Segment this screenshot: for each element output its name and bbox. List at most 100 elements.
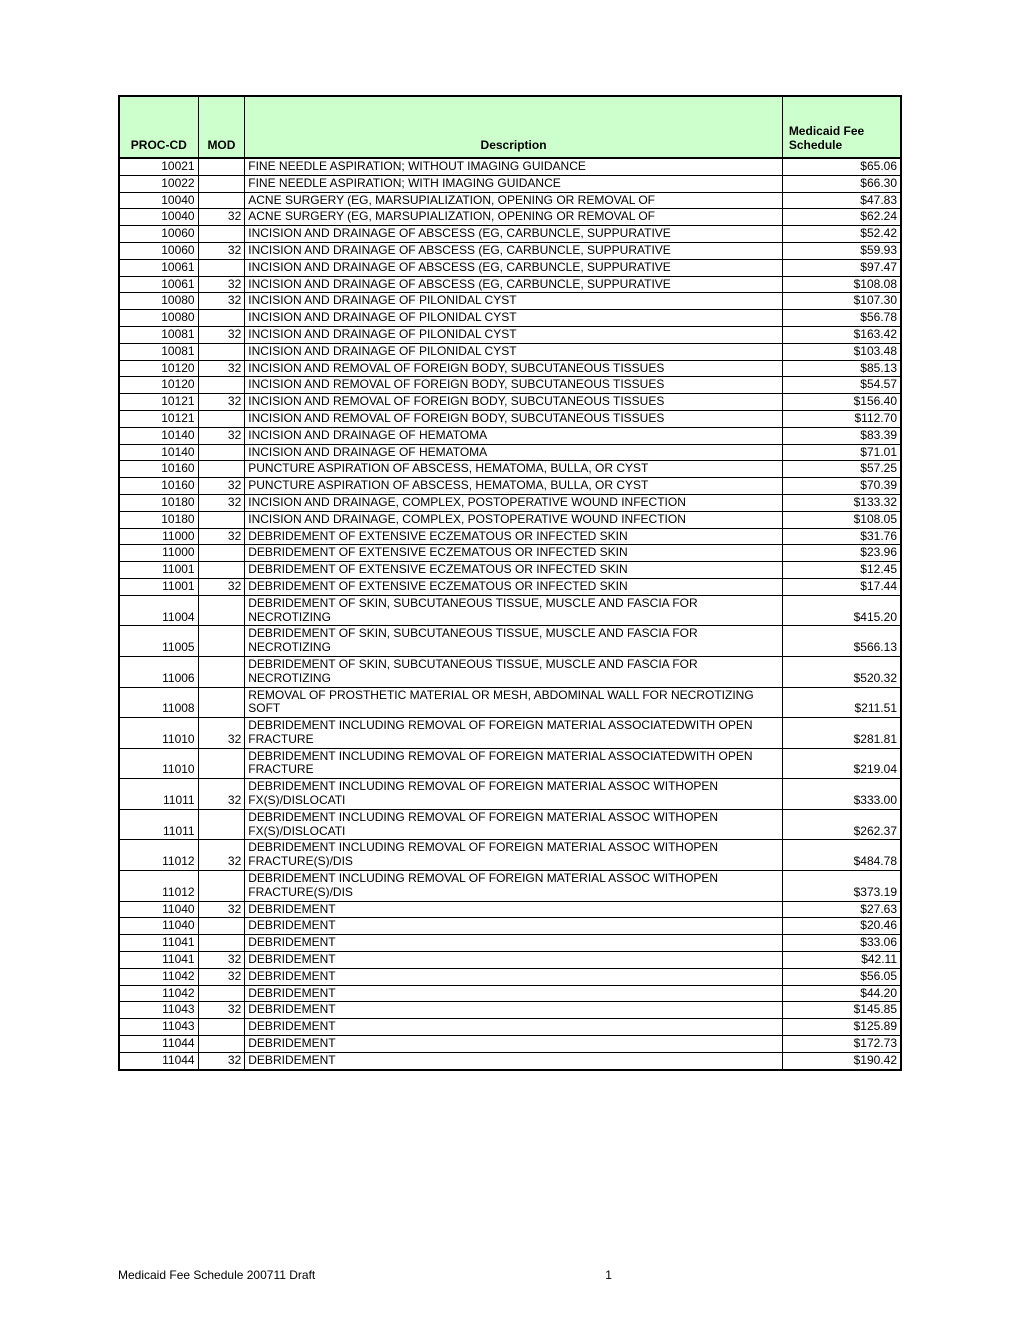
- cell-proc: 10160: [119, 478, 198, 495]
- cell-fee: $83.39: [782, 427, 901, 444]
- cell-fee: $12.45: [782, 562, 901, 579]
- table-row: 10081INCISION AND DRAINAGE OF PILONIDAL …: [119, 343, 901, 360]
- table-row: 10040ACNE SURGERY (EG, MARSUPIALIZATION,…: [119, 192, 901, 209]
- cell-fee: $281.81: [782, 718, 901, 749]
- table-row: 1104232DEBRIDEMENT$56.05: [119, 968, 901, 985]
- cell-mod: 32: [198, 952, 245, 969]
- header-desc: Description: [245, 96, 783, 158]
- cell-desc: DEBRIDEMENT OF SKIN, SUBCUTANEOUS TISSUE…: [245, 595, 783, 626]
- cell-desc: INCISION AND REMOVAL OF FOREIGN BODY, SU…: [245, 410, 783, 427]
- cell-proc: 11040: [119, 918, 198, 935]
- cell-mod: 32: [198, 242, 245, 259]
- table-row: 1018032INCISION AND DRAINAGE, COMPLEX, P…: [119, 494, 901, 511]
- cell-mod: [198, 809, 245, 840]
- cell-fee: $97.47: [782, 259, 901, 276]
- cell-desc: INCISION AND DRAINAGE OF ABSCESS (EG, CA…: [245, 242, 783, 259]
- cell-mod: 32: [198, 840, 245, 871]
- cell-mod: 32: [198, 578, 245, 595]
- table-header: PROC-CD MOD Description Medicaid Fee Sch…: [119, 96, 901, 158]
- cell-desc: INCISION AND DRAINAGE OF PILONIDAL CYST: [245, 326, 783, 343]
- table-row: 1008132INCISION AND DRAINAGE OF PILONIDA…: [119, 326, 901, 343]
- cell-desc: DEBRIDEMENT: [245, 968, 783, 985]
- cell-desc: DEBRIDEMENT OF EXTENSIVE ECZEMATOUS OR I…: [245, 528, 783, 545]
- cell-desc: DEBRIDEMENT: [245, 1052, 783, 1069]
- cell-fee: $172.73: [782, 1036, 901, 1053]
- cell-desc: DEBRIDEMENT INCLUDING REMOVAL OF FOREIGN…: [245, 871, 783, 902]
- cell-desc: DEBRIDEMENT INCLUDING REMOVAL OF FOREIGN…: [245, 840, 783, 871]
- table-row: 1004032ACNE SURGERY (EG, MARSUPIALIZATIO…: [119, 209, 901, 226]
- table-row: 1006132INCISION AND DRAINAGE OF ABSCESS …: [119, 276, 901, 293]
- table-row: 1008032INCISION AND DRAINAGE OF PILONIDA…: [119, 293, 901, 310]
- cell-desc: DEBRIDEMENT OF SKIN, SUBCUTANEOUS TISSUE…: [245, 626, 783, 657]
- cell-mod: [198, 918, 245, 935]
- cell-proc: 11041: [119, 935, 198, 952]
- cell-fee: $27.63: [782, 901, 901, 918]
- cell-fee: $333.00: [782, 779, 901, 810]
- cell-fee: $108.05: [782, 511, 901, 528]
- cell-fee: $145.85: [782, 1002, 901, 1019]
- cell-mod: [198, 545, 245, 562]
- table-row: 10061INCISION AND DRAINAGE OF ABSCESS (E…: [119, 259, 901, 276]
- cell-desc: FINE NEEDLE ASPIRATION; WITH IMAGING GUI…: [245, 175, 783, 192]
- cell-proc: 11005: [119, 626, 198, 657]
- cell-mod: [198, 656, 245, 687]
- table-row: 1100132DEBRIDEMENT OF EXTENSIVE ECZEMATO…: [119, 578, 901, 595]
- table-row: 11040DEBRIDEMENT$20.46: [119, 918, 901, 935]
- cell-mod: 32: [198, 360, 245, 377]
- cell-desc: PUNCTURE ASPIRATION OF ABSCESS, HEMATOMA…: [245, 478, 783, 495]
- cell-proc: 11010: [119, 748, 198, 779]
- cell-proc: 11008: [119, 687, 198, 718]
- cell-fee: $262.37: [782, 809, 901, 840]
- table-row: 11043DEBRIDEMENT$125.89: [119, 1019, 901, 1036]
- cell-desc: DEBRIDEMENT: [245, 901, 783, 918]
- cell-fee: $66.30: [782, 175, 901, 192]
- cell-proc: 10060: [119, 226, 198, 243]
- cell-proc: 10060: [119, 242, 198, 259]
- cell-mod: [198, 310, 245, 327]
- table-row: 11005 DEBRIDEMENT OF SKIN, SUBCUTANEOUS T…: [119, 626, 901, 657]
- cell-desc: INCISION AND DRAINAGE, COMPLEX, POSTOPER…: [245, 494, 783, 511]
- cell-desc: INCISION AND DRAINAGE OF HEMATOMA: [245, 444, 783, 461]
- table-row: 10021FINE NEEDLE ASPIRATION; WITHOUT IMA…: [119, 158, 901, 175]
- cell-proc: 11004: [119, 595, 198, 626]
- cell-fee: $85.13: [782, 360, 901, 377]
- cell-desc: DEBRIDEMENT: [245, 918, 783, 935]
- cell-fee: $125.89: [782, 1019, 901, 1036]
- cell-mod: 32: [198, 901, 245, 918]
- table-row: 10080INCISION AND DRAINAGE OF PILONIDAL …: [119, 310, 901, 327]
- table-row: 11001DEBRIDEMENT OF EXTENSIVE ECZEMATOUS…: [119, 562, 901, 579]
- cell-fee: $133.32: [782, 494, 901, 511]
- cell-desc: DEBRIDEMENT OF EXTENSIVE ECZEMATOUS OR I…: [245, 578, 783, 595]
- table-row: 1012132INCISION AND REMOVAL OF FOREIGN B…: [119, 394, 901, 411]
- cell-proc: 11044: [119, 1036, 198, 1053]
- table-row: 11041DEBRIDEMENT$33.06: [119, 935, 901, 952]
- cell-desc: DEBRIDEMENT INCLUDING REMOVAL OF FOREIGN…: [245, 718, 783, 749]
- cell-mod: [198, 226, 245, 243]
- cell-fee: $190.42: [782, 1052, 901, 1069]
- cell-fee: $415.20: [782, 595, 901, 626]
- cell-desc: INCISION AND DRAINAGE OF ABSCESS (EG, CA…: [245, 226, 783, 243]
- cell-proc: 11011: [119, 779, 198, 810]
- cell-mod: [198, 595, 245, 626]
- cell-mod: [198, 985, 245, 1002]
- cell-proc: 10081: [119, 326, 198, 343]
- cell-fee: $484.78: [782, 840, 901, 871]
- table-row: 1014032INCISION AND DRAINAGE OF HEMATOMA…: [119, 427, 901, 444]
- cell-desc: DEBRIDEMENT INCLUDING REMOVAL OF FOREIGN…: [245, 748, 783, 779]
- cell-desc: INCISION AND DRAINAGE OF ABSCESS (EG, CA…: [245, 276, 783, 293]
- cell-mod: 32: [198, 1052, 245, 1069]
- table-row: 10060 INCISION AND DRAINAGE OF ABSCESS (E…: [119, 226, 901, 243]
- cell-fee: $65.06: [782, 158, 901, 175]
- cell-fee: $103.48: [782, 343, 901, 360]
- cell-desc: INCISION AND REMOVAL OF FOREIGN BODY, SU…: [245, 394, 783, 411]
- cell-proc: 10081: [119, 343, 198, 360]
- cell-proc: 11011: [119, 809, 198, 840]
- cell-mod: 32: [198, 968, 245, 985]
- cell-proc: 10021: [119, 158, 198, 175]
- cell-fee: $56.05: [782, 968, 901, 985]
- cell-desc: DEBRIDEMENT OF EXTENSIVE ECZEMATOUS OR I…: [245, 562, 783, 579]
- cell-desc: INCISION AND DRAINAGE OF HEMATOMA: [245, 427, 783, 444]
- cell-desc: DEBRIDEMENT OF SKIN, SUBCUTANEOUS TISSUE…: [245, 656, 783, 687]
- cell-mod: [198, 158, 245, 175]
- cell-mod: [198, 935, 245, 952]
